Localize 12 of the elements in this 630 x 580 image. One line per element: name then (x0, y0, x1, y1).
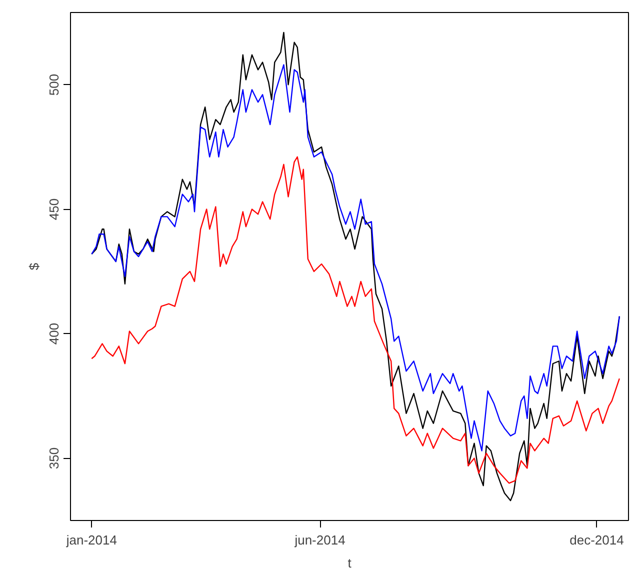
line-series (91, 156, 620, 484)
x-tick-label: jun-2014 (294, 532, 346, 548)
x-tick-label: dec-2014 (570, 532, 624, 548)
line-series (91, 64, 620, 452)
y-axis-title: $ (26, 262, 42, 270)
y-tick-label: 350 (46, 447, 62, 470)
y-tick-label: 400 (46, 322, 62, 345)
y-tick-label: 500 (46, 74, 62, 96)
line-series (91, 32, 620, 502)
y-tick-label: 450 (46, 198, 62, 220)
x-tick-label: jan-2014 (65, 532, 117, 548)
x-axis-title: t (348, 556, 352, 570)
